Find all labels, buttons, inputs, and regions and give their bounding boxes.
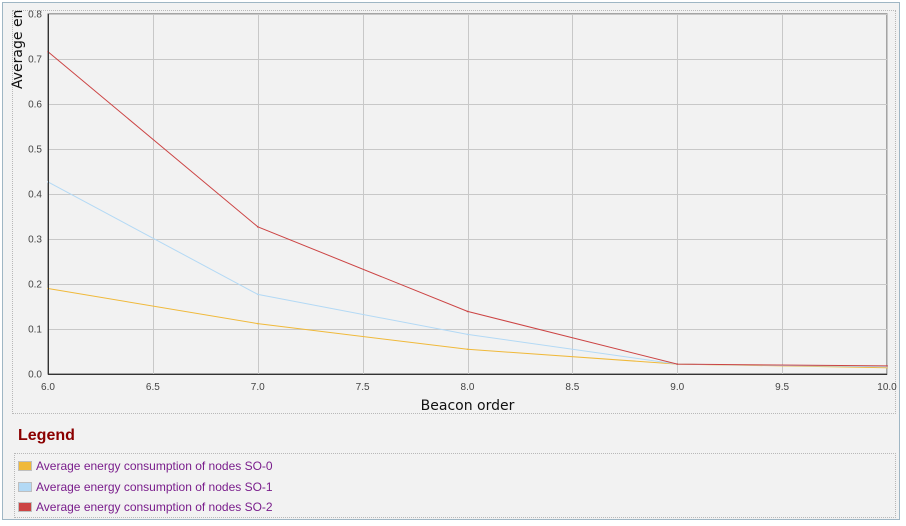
legend: Average energy consumption of nodes SO-0…: [14, 453, 896, 518]
y-tick-label: 0.3: [28, 235, 42, 246]
x-tick-label: 9.5: [775, 382, 789, 393]
y-tick-label: 0.2: [28, 280, 42, 291]
data-point: [466, 333, 469, 336]
data-point: [256, 293, 259, 296]
data-point: [676, 363, 679, 365]
legend-item[interactable]: Average energy consumption of nodes SO-1: [18, 478, 273, 496]
legend-swatch: [18, 481, 32, 492]
x-tick-label: 10.0: [877, 382, 897, 393]
x-tick-label: 8.0: [461, 382, 475, 393]
data-point: [466, 348, 469, 351]
x-tick-label: 7.0: [251, 382, 265, 393]
data-point: [886, 365, 888, 367]
legend-swatch: [18, 461, 32, 471]
x-tick-label: 8.5: [565, 382, 579, 393]
data-point: [466, 310, 469, 313]
legend-item[interactable]: Average energy consumption of nodes SO-0: [18, 457, 273, 475]
legend-label: Average energy consumption of nodes SO-2: [36, 500, 273, 514]
y-tick-label: 0.0: [28, 370, 42, 381]
y-tick-label: 0.4: [28, 190, 42, 201]
x-tick-label: 7.5: [356, 382, 370, 393]
legend-label: Average energy consumption of nodes SO-0: [36, 459, 273, 473]
chart-area: [12, 10, 896, 414]
y-axis-title: Average en: [10, 10, 26, 89]
x-tick-label: 6.5: [146, 382, 160, 393]
y-tick-label: 0.5: [28, 145, 42, 156]
legend-label: Average energy consumption of nodes SO-1: [36, 479, 273, 494]
legend-item[interactable]: Average energy consumption of nodes SO-2: [18, 498, 273, 516]
x-tick-label: 6.0: [41, 382, 55, 393]
data-point: [256, 322, 259, 325]
y-tick-label: 0.8: [28, 10, 42, 21]
data-point: [256, 226, 259, 228]
y-tick-label: 0.1: [28, 325, 42, 336]
chart-panel: 6.0 6.5 7.0 7.5 8.0 8.5 9.0 9.5 10.0 0.0 0.1 0.2 0.3…: [2, 2, 900, 520]
line-chart: 6.0 6.5 7.0 7.5 8.0 8.5 9.0 9.5 10.0 0.0 0.1 0.2 0.3…: [10, 10, 897, 415]
x-axis-title: Beacon order: [421, 398, 515, 414]
x-tick-label: 9.0: [670, 382, 684, 393]
y-tick-label: 0.6: [28, 100, 42, 111]
legend-swatch: [18, 502, 32, 512]
legend-title: Legend: [18, 427, 75, 444]
y-tick-label: 0.7: [28, 55, 42, 66]
